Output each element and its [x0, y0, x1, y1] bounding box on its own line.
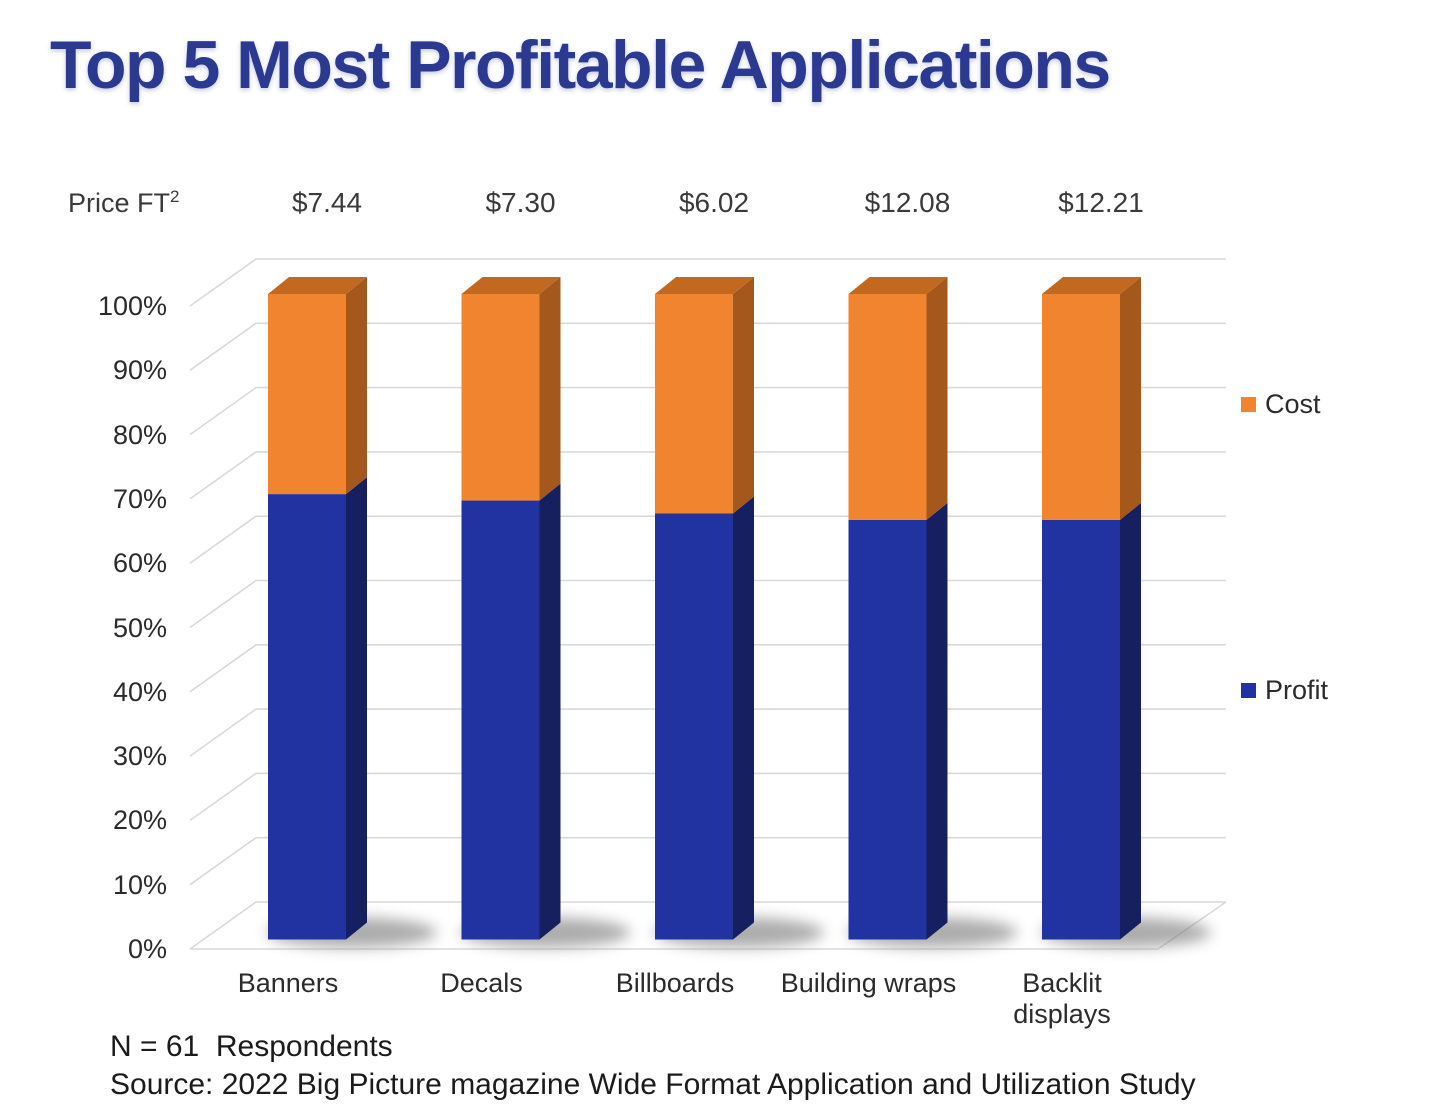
bar-backlit-cost-side	[1120, 277, 1141, 520]
price-label-text: Price FT	[68, 188, 171, 218]
bar-decals-cost-segment	[461, 294, 540, 501]
y-axis-tick-50%: 50%	[112, 612, 167, 643]
bar-decals-profit-segment	[461, 500, 540, 940]
y-axis-tick-70%: 70%	[112, 483, 167, 514]
price-value-4: $12.08	[864, 187, 951, 218]
bar-backlit-profit-segment	[1042, 519, 1120, 940]
gridline-100%	[189, 258, 1226, 307]
legend-label-cost: Cost	[1265, 389, 1321, 419]
respondents-note: N = 61 Respondents	[110, 1030, 393, 1063]
category-label-banners: Banners	[237, 968, 339, 998]
y-axis-tick-60%: 60%	[112, 548, 167, 579]
bar-banners	[267, 277, 437, 948]
bar-banners-top-face	[268, 277, 367, 294]
floor-front-edge	[190, 901, 1227, 950]
bar-building-wraps-profit-segment	[848, 519, 927, 940]
bar-billboards-profit-segment	[655, 513, 733, 940]
bar-decals-cost-side	[539, 277, 561, 501]
bar-backlit-profit-side	[1120, 502, 1141, 940]
bar-building-wraps	[847, 277, 1018, 948]
legend-swatch-cost	[1241, 396, 1256, 412]
bar-billboards-cost-segment	[655, 294, 733, 514]
category-label-decals: Decals	[440, 968, 523, 998]
bar-backlit-cost-segment	[1042, 294, 1120, 520]
y-axis-tick-100%: 100%	[97, 291, 167, 321]
price-value-2: $7.30	[485, 187, 556, 218]
bar-decals-top-face	[461, 277, 561, 294]
bar-backlit	[1041, 277, 1211, 948]
bar-building-wraps-cost-side	[926, 277, 948, 520]
bar-banners-profit-side	[346, 477, 367, 940]
y-axis-tick-40%: 40%	[112, 676, 167, 707]
bar-billboards	[654, 277, 824, 948]
category-label-building-wraps: Building wraps	[780, 968, 957, 998]
price-value-3: $6.02	[678, 187, 750, 218]
bar-building-wraps-top-face	[848, 277, 948, 294]
y-axis-tick-90%: 90%	[112, 355, 167, 386]
source-note: Source: 2022 Big Picture magazine Wide F…	[110, 1068, 1196, 1101]
bar-billboards-profit-side	[733, 496, 754, 940]
price-value-1: $7.44	[291, 187, 363, 218]
legend-item-profit: Profit	[1241, 673, 1328, 707]
bar-building-wraps-profit-side	[926, 502, 948, 940]
price-label-superscript: 2	[170, 187, 180, 206]
bar-billboards-top-face	[655, 277, 754, 294]
legend-swatch-profit	[1241, 682, 1256, 698]
y-axis-tick-10%: 10%	[112, 869, 167, 900]
y-axis-tick-20%: 20%	[112, 805, 167, 836]
price-per-sqft-label: Price FT2	[68, 186, 179, 220]
chart-title: Top 5 Most Profitable Applications	[50, 27, 1111, 103]
y-axis-tick-30%: 30%	[112, 741, 167, 772]
bar-banners-profit-segment	[268, 494, 346, 940]
bar-building-wraps-cost-segment	[848, 294, 927, 520]
y-axis-tick-0%: 0%	[127, 934, 167, 964]
bar-banners-cost-side	[346, 277, 367, 495]
category-label-backlit: Backlit displays	[1013, 968, 1111, 1029]
bar-billboards-cost-side	[733, 277, 754, 514]
bar-banners-cost-segment	[268, 294, 346, 495]
legend-item-cost: Cost	[1241, 387, 1321, 421]
y-axis-tick-80%: 80%	[112, 419, 167, 450]
bar-decals	[460, 277, 631, 948]
category-label-billboards: Billboards	[615, 968, 735, 998]
price-value-5: $12.21	[1058, 187, 1144, 218]
bar-decals-profit-side	[539, 483, 561, 940]
bar-backlit-top-face	[1042, 277, 1141, 294]
legend-label-profit: Profit	[1265, 675, 1329, 705]
